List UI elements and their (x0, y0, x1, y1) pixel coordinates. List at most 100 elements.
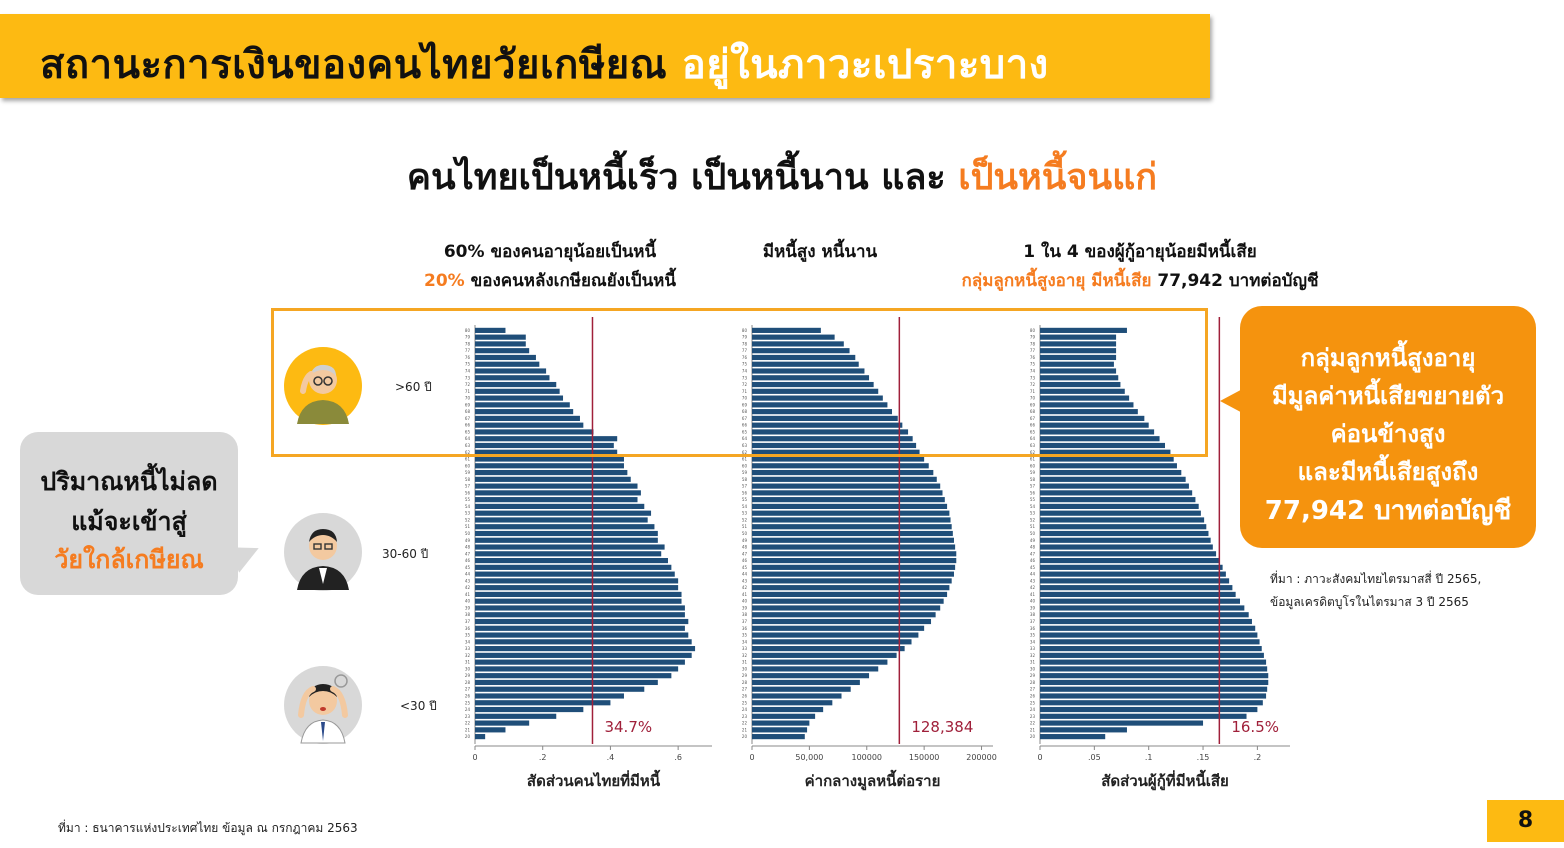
bar (752, 463, 929, 469)
bar (475, 361, 540, 367)
age-tick-label: 49 (1030, 538, 1036, 543)
bar (1040, 402, 1134, 408)
x-axis-label: สัดส่วนคนไทยที่มีหนี้ (527, 769, 661, 790)
x-tick-label: .6 (674, 753, 682, 762)
bar (475, 679, 658, 686)
left-callout-line3: วัยใกล้เกษียณ (54, 545, 204, 574)
age-tick-label: 42 (465, 585, 471, 590)
age-tick-label: 40 (1030, 599, 1036, 604)
bar (475, 415, 580, 421)
age-tick-label: 42 (742, 585, 748, 590)
subtitle: คนไทยเป็นหนี้เร็ว เป็นหนี้นาน และ เป็นหน… (0, 148, 1564, 205)
header-middle-line1: มีหนี้สูง หนี้นาน (762, 242, 878, 262)
age-tick-label: 52 (465, 517, 471, 522)
header-left-line2: 20% ของคนหลังเกษียณยังเป็นหนี้ (390, 267, 710, 296)
age-tick-label: 69 (742, 402, 748, 407)
age-tick-label: 28 (742, 680, 748, 685)
age-tick-label: 21 (1030, 727, 1036, 732)
age-tick-label: 28 (465, 680, 471, 685)
age-tick-label: 59 (465, 470, 471, 475)
bar (475, 686, 645, 692)
bar (1040, 652, 1264, 658)
age-tick-label: 57 (465, 484, 471, 489)
age-tick-label: 34 (465, 639, 471, 644)
bar (752, 557, 957, 564)
age-tick-label: 68 (1030, 409, 1036, 414)
bar (1040, 537, 1211, 543)
age-tick-label: 77 (742, 348, 748, 353)
bar (1040, 361, 1114, 367)
age-tick-label: 45 (1030, 565, 1036, 570)
bar (475, 327, 506, 333)
age-tick-label: 64 (742, 436, 748, 441)
bar (1040, 632, 1258, 638)
header-left-highlight: 20% (423, 271, 465, 291)
page-number: 8 (1487, 800, 1564, 842)
bar (752, 503, 948, 510)
bar (752, 388, 879, 394)
age-tick-label: 73 (465, 375, 471, 380)
age-tick-label: 20 (742, 734, 748, 739)
bar (1040, 571, 1226, 577)
age-tick-label: 54 (465, 504, 471, 509)
bar (1040, 334, 1117, 340)
bar (475, 524, 655, 530)
bar (752, 551, 957, 557)
age-tick-label: 44 (1030, 572, 1036, 577)
x-tick-label: 100000 (851, 753, 882, 762)
bar (475, 503, 645, 510)
bar (752, 402, 888, 408)
bar (1040, 469, 1182, 476)
age-tick-label: 70 (1030, 396, 1036, 401)
age-tick-label: 30 (465, 666, 471, 671)
bar (1040, 727, 1127, 733)
age-tick-label: 54 (1030, 504, 1036, 509)
bar (752, 693, 842, 699)
age-tick-label: 40 (742, 599, 748, 604)
bar (475, 341, 526, 347)
age-tick-label: 67 (465, 416, 471, 421)
age-tick-label: 70 (465, 396, 471, 401)
bar (752, 476, 937, 482)
age-tick-label: 29 (465, 673, 471, 678)
bar (1040, 720, 1204, 726)
bar (752, 598, 944, 604)
age-tick-label: 79 (742, 335, 748, 340)
bar (752, 618, 932, 625)
age-label-under-30: <30 ปี (400, 699, 437, 713)
bar (752, 585, 950, 591)
bar (752, 327, 821, 333)
age-tick-label: 61 (742, 457, 748, 462)
bar (1040, 686, 1268, 692)
bar (752, 497, 945, 503)
bar (475, 578, 679, 584)
bar (475, 639, 692, 645)
age-tick-label: 26 (465, 693, 471, 698)
bar (1040, 503, 1199, 510)
age-tick-label: 31 (465, 660, 471, 665)
age-tick-label: 44 (742, 572, 748, 577)
age-tick-label: 46 (465, 558, 471, 563)
bar (1040, 422, 1149, 428)
bar (752, 368, 865, 374)
age-tick-label: 47 (465, 551, 471, 556)
age-tick-label: 76 (742, 355, 748, 360)
age-tick-label: 74 (465, 369, 471, 374)
age-tick-label: 48 (465, 545, 471, 550)
bar (752, 679, 860, 686)
age-tick-label: 59 (742, 470, 748, 475)
age-tick-label: 24 (465, 707, 471, 712)
x-tick-label: .2 (1254, 753, 1262, 762)
age-tick-label: 76 (1030, 355, 1036, 360)
bar (475, 632, 689, 638)
bar (1040, 605, 1245, 611)
bar (475, 605, 685, 611)
age-tick-label: 66 (742, 423, 748, 428)
bar (475, 585, 679, 591)
age-tick-label: 54 (742, 504, 748, 509)
age-tick-label: 61 (1030, 457, 1036, 462)
bar (752, 483, 941, 489)
age-tick-label: 34 (1030, 639, 1036, 644)
age-tick-label: 30 (1030, 666, 1036, 671)
